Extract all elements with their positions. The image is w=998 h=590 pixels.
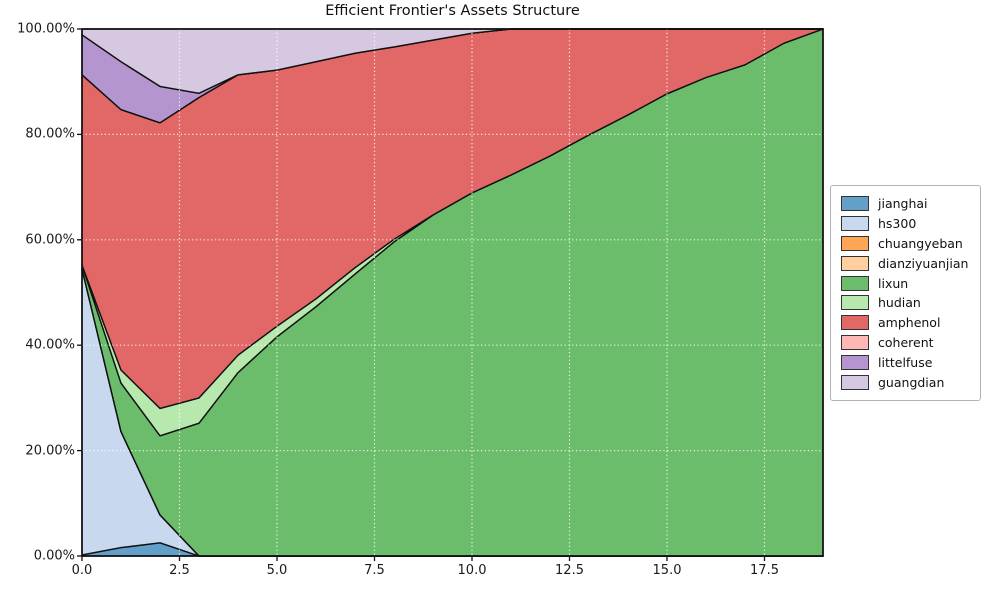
x-tick-label: 2.5 (169, 563, 190, 578)
legend-item-hudian: hudian (841, 293, 968, 313)
y-tick-label: 0.00% (33, 548, 75, 564)
y-tick-label: 40.00% (25, 337, 75, 353)
legend-label: littelfuse (878, 354, 933, 370)
legend-swatch-chuangyeban (841, 235, 869, 251)
legend-item-lixun: lixun (841, 273, 968, 293)
x-tick-label: 7.5 (364, 563, 385, 578)
legend-swatch-littelfuse (841, 354, 869, 370)
legend-swatch-amphenol (841, 315, 869, 331)
y-tick-label: 60.00% (25, 232, 75, 248)
legend-label: lixun (878, 275, 909, 291)
x-tick-label: 0.0 (71, 563, 93, 578)
legend-label: hs300 (878, 216, 917, 232)
x-tick-label: 10.0 (457, 563, 487, 578)
legend-label: amphenol (878, 315, 941, 331)
legend-swatch-dianziyuanjian (841, 255, 869, 271)
legend-item-jianghai: jianghai (841, 194, 968, 214)
legend-swatch-jianghai (841, 196, 869, 212)
x-tick-label: 15.0 (652, 563, 682, 578)
legend-swatch-guangdian (841, 374, 869, 390)
legend-label: coherent (878, 334, 934, 350)
legend: jianghai hs300 chuangyeban dianziyuanjian li… (830, 185, 982, 401)
legend-swatch-hudian (841, 295, 869, 311)
legend-item-dianziyuanjian: dianziyuanjian (841, 253, 968, 273)
legend-swatch-hs300 (841, 216, 869, 232)
chart-title: Efficient Frontier's Assets Structure (325, 3, 580, 19)
legend-swatch-coherent (841, 334, 869, 350)
legend-item-littelfuse: littelfuse (841, 352, 968, 372)
legend-item-hs300: hs300 (841, 214, 968, 234)
y-tick-label: 80.00% (25, 126, 75, 142)
x-tick-label: 5.0 (266, 563, 288, 578)
legend-label: guangdian (878, 374, 945, 390)
legend-label: chuangyeban (878, 235, 963, 251)
x-tick-label: 12.5 (555, 563, 584, 578)
x-tick-label: 17.5 (750, 563, 779, 578)
y-tick-label: 100.00% (17, 21, 75, 37)
legend-item-amphenol: amphenol (841, 313, 968, 333)
legend-item-guangdian: guangdian (841, 372, 968, 392)
legend-label: jianghai (878, 196, 928, 212)
axes-spines (81, 28, 824, 557)
y-tick-label: 20.00% (25, 443, 75, 459)
legend-item-chuangyeban: chuangyeban (841, 234, 968, 254)
legend-item-coherent: coherent (841, 333, 968, 353)
legend-label: dianziyuanjian (878, 255, 969, 271)
legend-label: hudian (878, 295, 921, 311)
legend-swatch-lixun (841, 275, 869, 291)
